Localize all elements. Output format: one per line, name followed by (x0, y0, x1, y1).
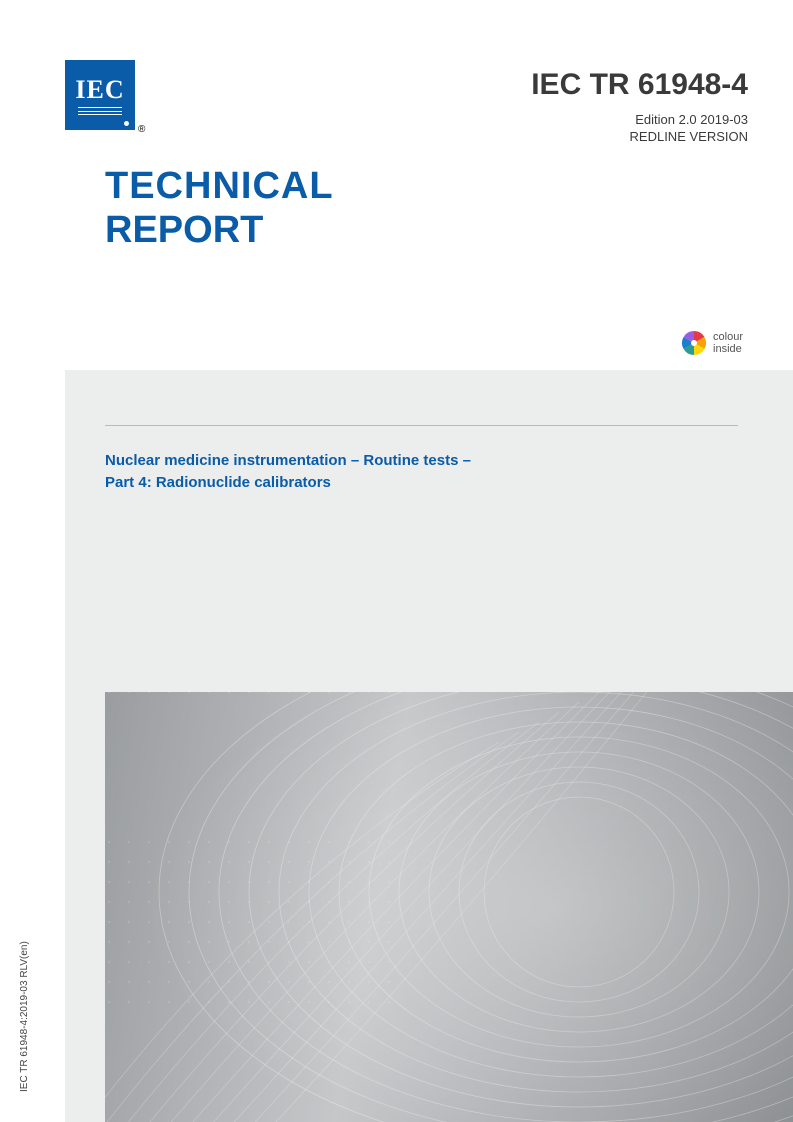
divider-line (105, 425, 738, 426)
iec-logo-text: IEC (75, 75, 124, 105)
cover-graphic (105, 692, 793, 1122)
subtitle-line1: Nuclear medicine instrumentation – Routi… (105, 450, 471, 472)
subtitle-line2: Part 4: Radionuclide calibrators (105, 472, 471, 494)
colour-line1: colour (713, 331, 743, 343)
spine-text: IEC TR 61948-4:2019-03 RLV(en) (19, 941, 30, 1092)
colour-line2: inside (713, 343, 743, 355)
doc-type-line1: TECHNICAL (105, 165, 334, 209)
document-type: TECHNICAL REPORT (105, 165, 334, 252)
document-number: IEC TR 61948-4 (531, 68, 748, 102)
iec-logo: IEC (65, 60, 135, 130)
iec-logo-dot (124, 121, 129, 126)
colour-badge-text: colour inside (713, 331, 743, 355)
content-area: Nuclear medicine instrumentation – Routi… (65, 370, 793, 1122)
colour-inside-badge: colour inside (681, 330, 743, 356)
edition-line: Edition 2.0 2019-03 (630, 112, 748, 129)
version-line: REDLINE VERSION (630, 129, 748, 146)
doc-type-line2: REPORT (105, 209, 334, 253)
colour-wheel-icon (681, 330, 707, 356)
registered-mark: ® (138, 124, 145, 135)
document-subtitle: Nuclear medicine instrumentation – Routi… (105, 450, 471, 494)
iec-logo-lines (78, 107, 122, 115)
document-meta: Edition 2.0 2019-03 REDLINE VERSION (630, 112, 748, 146)
